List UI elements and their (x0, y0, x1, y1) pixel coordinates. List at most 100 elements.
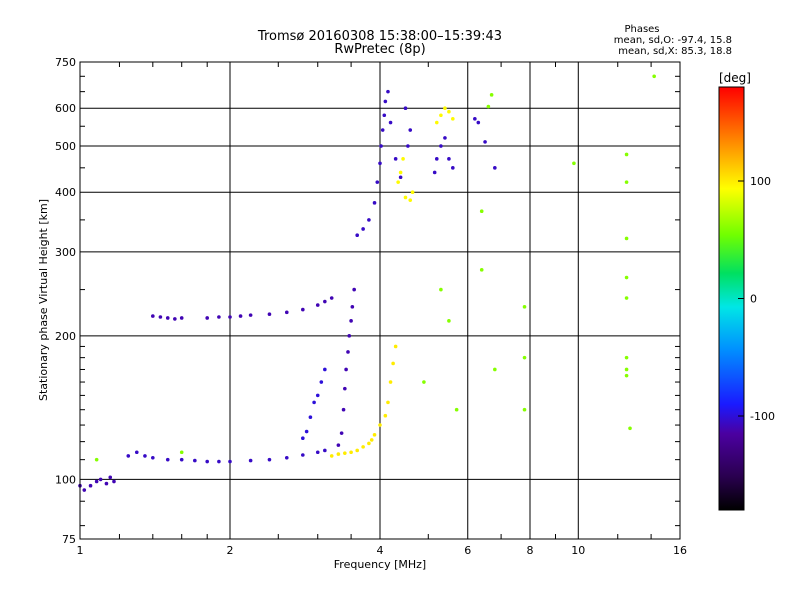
data-point (94, 457, 99, 462)
chart-title: Tromsø 20160308 15:38:00–15:39:43 (257, 29, 502, 44)
data-point (401, 157, 405, 161)
data-point (479, 268, 484, 272)
gridlines (80, 62, 680, 539)
colorbar-tick-label: 100 (750, 175, 771, 188)
x-tick-label: 8 (527, 544, 534, 557)
data-point (143, 454, 147, 458)
data-point (217, 315, 221, 319)
data-point (304, 429, 309, 434)
colorbar-tick-label: 0 (750, 293, 757, 306)
data-point (352, 287, 356, 292)
data-point (308, 415, 313, 420)
data-point (624, 152, 629, 157)
x-tick-label: 10 (571, 544, 585, 557)
data-point (379, 144, 383, 148)
y-tick-label: 750 (55, 56, 76, 69)
data-point (447, 319, 451, 323)
data-point (380, 128, 385, 132)
data-point (315, 393, 320, 398)
data-point (439, 287, 443, 292)
data-point (434, 157, 439, 161)
data-point (398, 175, 403, 180)
data-point (284, 455, 289, 460)
data-point (408, 198, 413, 202)
y-tick-label: 300 (55, 246, 76, 259)
data-point (493, 166, 497, 170)
data-point (112, 479, 116, 484)
data-point (355, 448, 359, 453)
data-point (343, 386, 347, 391)
data-point (301, 436, 305, 441)
data-point (267, 312, 272, 316)
data-point (367, 218, 371, 222)
data-point (344, 367, 348, 372)
data-point (388, 120, 393, 125)
data-point (408, 128, 413, 132)
data-point (205, 459, 209, 464)
data-point (451, 166, 455, 170)
data-point (489, 93, 494, 97)
data-point (386, 89, 390, 94)
data-point (341, 407, 346, 412)
data-point (443, 106, 447, 111)
data-point (628, 426, 632, 431)
data-point (624, 180, 629, 184)
data-point (388, 380, 393, 384)
data-point (315, 450, 320, 455)
data-point (393, 157, 398, 161)
data-point (94, 479, 99, 484)
x-tick-label: 16 (673, 544, 687, 557)
data-point (443, 136, 447, 140)
data-point (624, 373, 629, 378)
data-point (349, 450, 353, 455)
data-point (403, 195, 408, 200)
data-point (329, 454, 334, 458)
data-point (393, 344, 398, 349)
data-point (522, 407, 527, 412)
data-point (349, 319, 353, 323)
data-point (126, 454, 131, 458)
data-point (336, 452, 341, 456)
y-tick-label: 500 (55, 140, 76, 153)
data-point (193, 458, 197, 463)
data-point (205, 316, 209, 320)
data-point (179, 316, 184, 320)
data-point (217, 459, 221, 464)
data-point (301, 453, 305, 457)
data-point (396, 180, 400, 184)
data-point (367, 441, 371, 446)
data-point (350, 305, 355, 309)
data-point (329, 296, 334, 300)
data-point (378, 423, 382, 427)
data-point (151, 314, 155, 318)
data-point (267, 457, 272, 462)
data-point (483, 140, 487, 144)
data-point (439, 113, 443, 118)
data-point (406, 144, 410, 148)
data-point (228, 459, 232, 464)
data-point (228, 315, 232, 319)
phase-stats-heading: Phases (624, 24, 659, 35)
data-point (165, 457, 170, 462)
x-tick-label: 1 (77, 544, 84, 557)
data-point (347, 334, 352, 338)
data-point (361, 227, 365, 231)
data-point (173, 317, 177, 321)
data-point (372, 201, 377, 205)
plot-frame (79, 61, 681, 540)
data-point (312, 400, 316, 405)
data-point (315, 303, 320, 307)
data-point (624, 236, 629, 241)
data-point (493, 367, 497, 372)
data-point (522, 305, 527, 309)
phase-stats-o: mean, sd,O: -97.4, 15.8 (614, 35, 732, 46)
data-point (323, 448, 327, 453)
data-point (301, 307, 305, 312)
data-point (98, 477, 103, 482)
y-axis-label: Stationary phase Virtual Height [km] (37, 199, 50, 401)
data-point (398, 170, 403, 175)
y-tick-label: 75 (62, 533, 76, 546)
y-tick-labels: 75 100 200 300 400 500 600 750 (55, 56, 76, 546)
data-point (624, 355, 629, 360)
data-point (382, 113, 387, 118)
